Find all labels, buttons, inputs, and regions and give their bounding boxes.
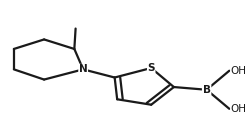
Text: N: N [79, 64, 87, 74]
Text: B: B [203, 85, 211, 95]
Text: S: S [147, 63, 155, 73]
Text: OH: OH [231, 104, 246, 114]
Text: OH: OH [231, 66, 246, 76]
